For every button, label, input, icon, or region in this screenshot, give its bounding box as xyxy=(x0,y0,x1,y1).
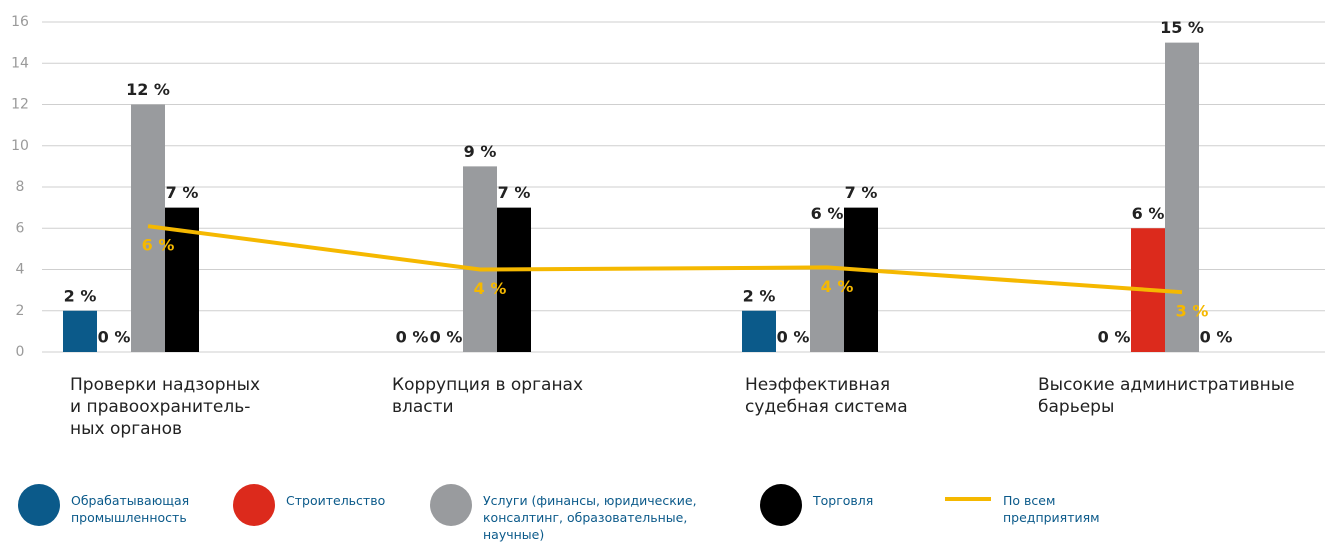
bar-label: 0 % xyxy=(1200,328,1233,347)
bar-label: 9 % xyxy=(464,142,497,161)
bar xyxy=(1165,42,1199,352)
bar-label: 0 % xyxy=(777,328,810,347)
legend-label: Строительство xyxy=(286,493,386,508)
x-tick-label: Коррупция в органах власти xyxy=(392,375,584,417)
y-tick-label: 14 xyxy=(11,55,29,71)
y-tick-label: 0 xyxy=(16,344,25,360)
legend-swatch xyxy=(430,484,472,526)
bar xyxy=(497,207,531,352)
bar-label: 0 % xyxy=(430,328,463,347)
bar-label: 0 % xyxy=(396,328,429,347)
line-label: 4 % xyxy=(474,279,507,298)
bar-label: 0 % xyxy=(1098,328,1131,347)
line xyxy=(147,224,1183,295)
bar-label: 12 % xyxy=(126,80,170,99)
legend-line xyxy=(945,497,991,501)
bar-label: 7 % xyxy=(845,183,878,202)
line-label: 4 % xyxy=(821,277,854,296)
bar xyxy=(742,310,776,352)
bar-label: 0 % xyxy=(98,328,131,347)
line-label: 3 % xyxy=(1176,302,1209,321)
y-tick-label: 12 xyxy=(11,97,29,113)
y-tick-label: 6 xyxy=(16,220,25,236)
y-tick-label: 4 xyxy=(16,262,25,278)
legend-swatch xyxy=(18,484,60,526)
legend-label: Обрабатывающая промышленность xyxy=(71,493,190,525)
legend-label: Услуги (финансы, юридические, консалтинг… xyxy=(483,493,697,542)
y-tick-label: 10 xyxy=(11,138,29,154)
bar-label: 2 % xyxy=(64,286,97,305)
bar xyxy=(463,166,497,352)
bar xyxy=(810,228,844,352)
x-tick-label: Проверки надзорных и правоохранитель- ны… xyxy=(70,375,261,439)
y-tick-label: 2 xyxy=(16,303,25,319)
bar-label: 7 % xyxy=(498,183,531,202)
legend-label: Торговля xyxy=(813,493,874,508)
bar xyxy=(63,310,97,352)
line-label: 6 % xyxy=(142,236,175,255)
bar-label: 7 % xyxy=(166,183,199,202)
bar xyxy=(844,207,878,352)
legend-swatch xyxy=(760,484,802,526)
x-tick-label: Высокие административные барьеры xyxy=(1038,375,1295,417)
bar-label: 6 % xyxy=(811,204,844,223)
y-tick-label: 8 xyxy=(16,179,25,195)
legend-label: По всем предприятиям xyxy=(1003,493,1100,525)
y-tick-label: 16 xyxy=(11,14,29,30)
legend-swatch xyxy=(233,484,275,526)
bar-label: 15 % xyxy=(1160,18,1204,37)
bar-label: 6 % xyxy=(1132,204,1165,223)
bar-label: 2 % xyxy=(743,286,776,305)
x-tick-label: Неэффективная судебная система xyxy=(745,375,908,417)
